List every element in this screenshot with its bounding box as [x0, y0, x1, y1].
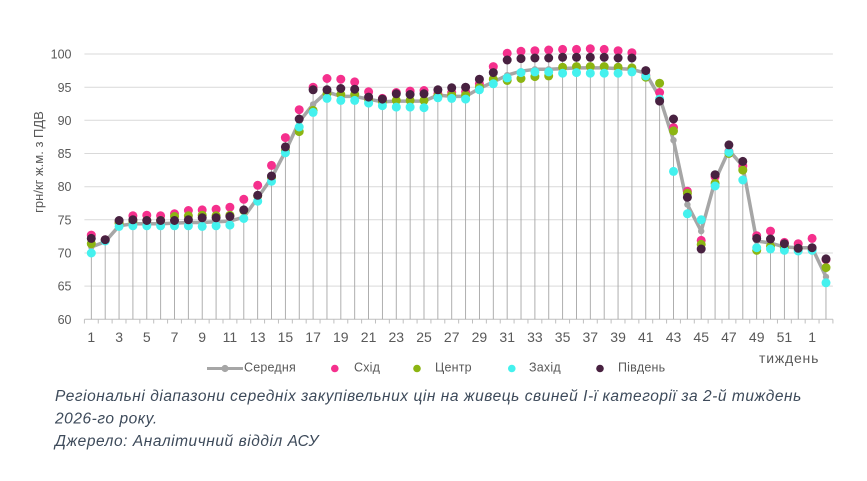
svg-text:70: 70 — [58, 247, 72, 261]
svg-text:11: 11 — [223, 329, 238, 345]
svg-text:13: 13 — [250, 329, 266, 345]
svg-text:37: 37 — [583, 329, 599, 345]
svg-text:41: 41 — [638, 329, 654, 345]
svg-text:65: 65 — [58, 280, 72, 294]
svg-text:Схід: Схід — [354, 361, 381, 375]
svg-text:Південь: Південь — [618, 361, 665, 375]
svg-text:23: 23 — [389, 329, 405, 345]
svg-text:Середня: Середня — [244, 361, 296, 375]
svg-text:51: 51 — [777, 329, 793, 345]
svg-text:25: 25 — [416, 329, 432, 345]
svg-text:3: 3 — [115, 329, 123, 345]
svg-text:1: 1 — [808, 329, 816, 345]
svg-text:Джерело: Аналітичний відділ АС: Джерело: Аналітичний відділ АСУ — [53, 433, 320, 450]
svg-text:47: 47 — [721, 329, 737, 345]
svg-text:грн/кг ж.м. з ПДВ: грн/кг ж.м. з ПДВ — [31, 111, 46, 213]
svg-text:39: 39 — [610, 329, 626, 345]
svg-text:31: 31 — [499, 329, 515, 345]
svg-text:100: 100 — [51, 48, 72, 62]
svg-text:21: 21 — [361, 329, 377, 345]
svg-text:95: 95 — [58, 81, 72, 95]
svg-text:45: 45 — [693, 329, 709, 345]
svg-text:Центр: Центр — [435, 361, 472, 375]
svg-text:27: 27 — [444, 329, 460, 345]
svg-text:7: 7 — [171, 329, 179, 345]
svg-text:75: 75 — [58, 213, 72, 227]
svg-text:33: 33 — [527, 329, 543, 345]
svg-text:43: 43 — [666, 329, 682, 345]
svg-text:тиждень: тиждень — [759, 350, 819, 366]
svg-text:1: 1 — [87, 329, 95, 345]
svg-text:19: 19 — [333, 329, 349, 345]
svg-text:17: 17 — [305, 329, 321, 345]
svg-text:90: 90 — [58, 114, 72, 128]
svg-text:5: 5 — [143, 329, 151, 345]
svg-text:60: 60 — [58, 313, 72, 327]
svg-text:Захід: Захід — [529, 361, 561, 375]
svg-text:35: 35 — [555, 329, 571, 345]
svg-text:2026-го року.: 2026-го року. — [54, 411, 158, 428]
svg-text:80: 80 — [58, 180, 72, 194]
svg-text:85: 85 — [58, 147, 72, 161]
svg-text:Регіональні діапазони середніх: Регіональні діапазони середніх закупівел… — [55, 388, 802, 405]
svg-text:29: 29 — [472, 329, 488, 345]
svg-text:15: 15 — [278, 329, 294, 345]
svg-text:49: 49 — [749, 329, 765, 345]
svg-text:9: 9 — [198, 329, 206, 345]
